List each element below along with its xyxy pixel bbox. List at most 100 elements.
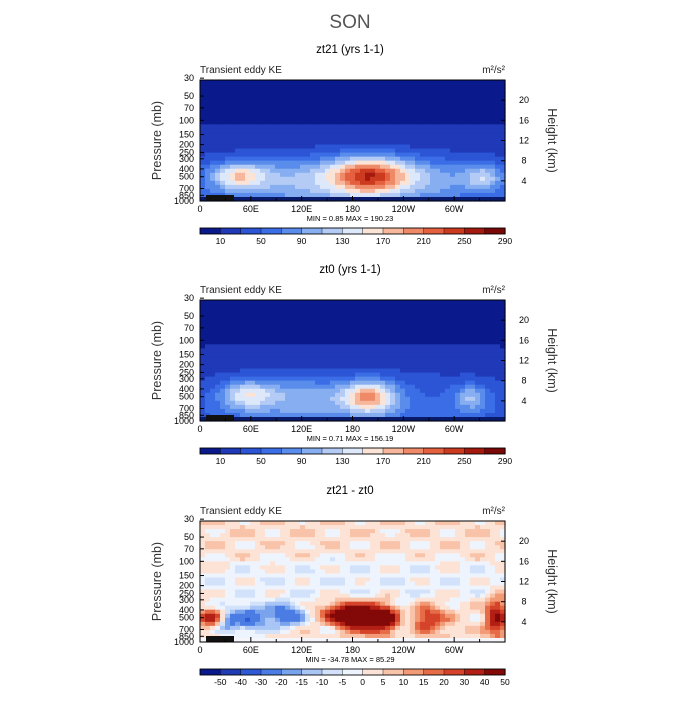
heatmap-cell xyxy=(205,381,211,386)
heatmap-cell xyxy=(465,88,471,93)
heatmap-cell xyxy=(480,141,486,146)
heatmap-cell xyxy=(435,577,441,582)
heatmap-cell xyxy=(340,145,346,150)
heatmap-cell xyxy=(415,361,421,366)
heatmap-cell xyxy=(300,336,306,341)
heatmap-cell xyxy=(225,84,231,89)
heatmap-cell xyxy=(240,124,246,129)
heatmap-cell xyxy=(370,104,376,109)
heatmap-cell xyxy=(400,308,406,313)
heatmap-cell xyxy=(365,189,371,194)
heatmap-cell xyxy=(430,185,436,190)
heatmap-cell xyxy=(480,553,486,558)
heatmap-cell xyxy=(270,565,276,570)
heatmap-cell xyxy=(470,409,476,414)
heatmap-cell xyxy=(370,88,376,93)
heatmap-cell xyxy=(345,586,351,591)
heatmap-cell xyxy=(290,332,296,337)
heatmap-cell xyxy=(355,132,361,137)
heatmap-cell xyxy=(465,565,471,570)
heatmap-cell xyxy=(240,189,246,194)
heatmap-cell xyxy=(250,92,256,97)
heatmap-cell xyxy=(245,153,251,158)
heatmap-cell xyxy=(350,541,356,546)
colorbar-swatch xyxy=(261,228,282,234)
heatmap-cell xyxy=(300,565,306,570)
heatmap-cell xyxy=(340,177,346,182)
heatmap-cell xyxy=(350,128,356,133)
heatmap-cell xyxy=(345,361,351,366)
heatmap-cell xyxy=(465,308,471,313)
heatmap-cell xyxy=(445,173,451,178)
heatmap-cell xyxy=(335,153,341,158)
heatmap-cell xyxy=(420,108,426,113)
heatmap-cell xyxy=(355,193,361,198)
heatmap-cell xyxy=(320,328,326,333)
heatmap-cell xyxy=(235,365,241,370)
heatmap-cell xyxy=(470,136,476,141)
heatmap-cell xyxy=(245,369,251,374)
heatmap-cell xyxy=(450,521,456,526)
heatmap-cell xyxy=(210,185,216,190)
heatmap-cell xyxy=(310,165,316,170)
heatmap-cell xyxy=(320,316,326,321)
heatmap-cell xyxy=(435,132,441,137)
heatmap-cell xyxy=(485,320,491,325)
heatmap-cell xyxy=(300,413,306,418)
heatmap-cell xyxy=(230,553,236,558)
heatmap-cell xyxy=(415,340,421,345)
heatmap-cell xyxy=(395,577,401,582)
heatmap-cell xyxy=(485,586,491,591)
heatmap-cell xyxy=(285,149,291,154)
heatmap-cell xyxy=(415,409,421,414)
heatmap-cell xyxy=(345,316,351,321)
heatmap-cell xyxy=(280,193,286,198)
heatmap-cell xyxy=(455,582,461,587)
heatmap-cell xyxy=(330,316,336,321)
heatmap-cell xyxy=(435,397,441,402)
heatmap-cell xyxy=(230,397,236,402)
heatmap-cell xyxy=(470,88,476,93)
heatmap-cell xyxy=(225,128,231,133)
heatmap-cell xyxy=(290,177,296,182)
heatmap-cell xyxy=(370,304,376,309)
heatmap-cell xyxy=(300,320,306,325)
heatmap-cell xyxy=(235,389,241,394)
heatmap-cell xyxy=(455,541,461,546)
heatmap-cell xyxy=(490,340,496,345)
heatmap-cell xyxy=(475,153,481,158)
heatmap-cell xyxy=(445,389,451,394)
heatmap-cell xyxy=(410,181,416,186)
heatmap-cell xyxy=(285,300,291,305)
heatmap-cell xyxy=(270,153,276,158)
heatmap-cell xyxy=(275,300,281,305)
heatmap-cell xyxy=(340,352,346,357)
heatmap-cell xyxy=(290,84,296,89)
heatmap-cell xyxy=(430,582,436,587)
heatmap-cell xyxy=(470,577,476,582)
heatmap-cell xyxy=(475,389,481,394)
heatmap-cell xyxy=(375,157,381,162)
heatmap-cell xyxy=(345,533,351,538)
heatmap-cell xyxy=(490,124,496,129)
heatmap-cell xyxy=(465,377,471,382)
heatmap-cell xyxy=(330,373,336,378)
heatmap-cell xyxy=(370,385,376,390)
heatmap-cell xyxy=(420,112,426,117)
heatmap-cell xyxy=(400,185,406,190)
heatmap-cell xyxy=(440,132,446,137)
heatmap-cell xyxy=(460,141,466,146)
heatmap-cell xyxy=(320,181,326,186)
heatmap-cell xyxy=(265,173,271,178)
heatmap-cell xyxy=(400,413,406,418)
heatmap-cell xyxy=(460,393,466,398)
heatmap-cell xyxy=(285,397,291,402)
heatmap-cell xyxy=(275,397,281,402)
heatmap-cell xyxy=(255,84,261,89)
heatmap-cell xyxy=(360,413,366,418)
heatmap-cell xyxy=(380,361,386,366)
heatmap-cell xyxy=(465,373,471,378)
heatmap-cell xyxy=(200,569,206,574)
heatmap-cell xyxy=(495,385,501,390)
heatmap-cell xyxy=(265,312,271,317)
